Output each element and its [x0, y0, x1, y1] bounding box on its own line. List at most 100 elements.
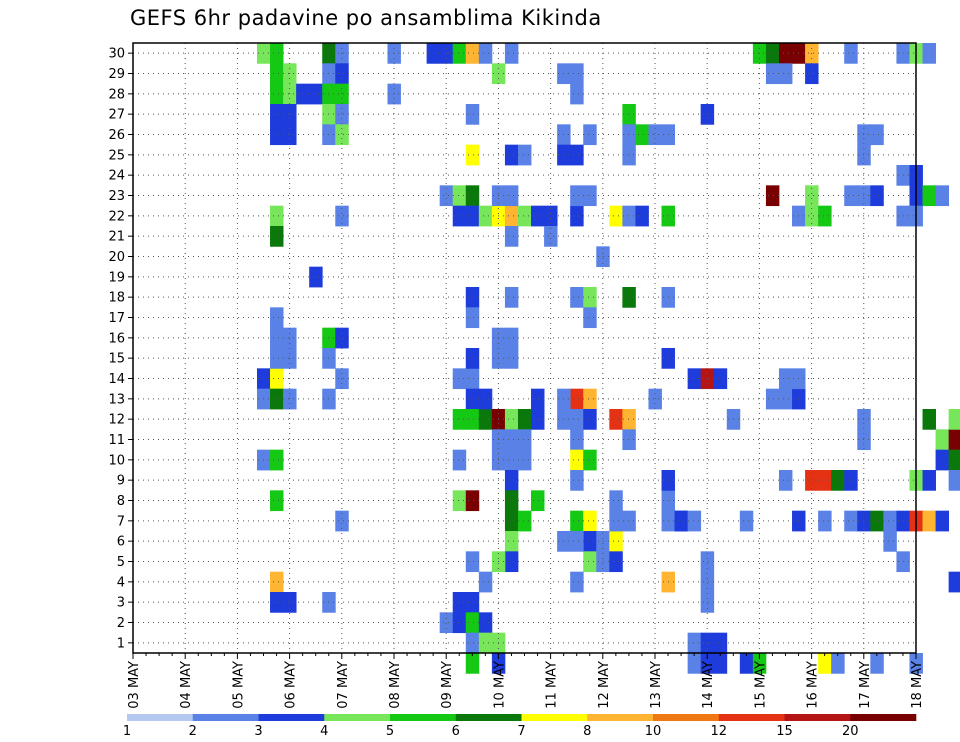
heatmap-cell — [570, 144, 584, 166]
heatmap-cell — [270, 43, 284, 64]
heatmap-cell — [818, 653, 832, 674]
x-tick-label: 09 MAY — [440, 661, 455, 709]
heatmap-cell — [857, 429, 871, 451]
heatmap-cell — [948, 429, 960, 451]
heatmap-cell — [270, 124, 284, 146]
heatmap-cell — [465, 307, 480, 329]
heatmap-cell — [270, 449, 284, 471]
heatmap-cell — [270, 307, 284, 329]
heatmap-cell — [465, 104, 480, 125]
x-tick-label: 12 MAY — [597, 661, 612, 709]
heatmap-cell — [935, 449, 950, 471]
colorbar: 1 2 3 4 5 6 7 8 10 12 15 20 — [123, 714, 917, 739]
heatmap-cell — [583, 185, 597, 207]
heatmap-cell — [504, 409, 519, 430]
heatmap-cell — [504, 490, 519, 512]
heatmap-cell — [648, 124, 662, 146]
heatmap-cell — [270, 83, 284, 105]
heatmap-cell — [778, 43, 793, 64]
x-axis: 03 MAY 04 MAY 05 MAY 06 MAY 07 MAY 08 MAY 09 M… — [127, 653, 925, 709]
heatmap-cell — [844, 185, 858, 207]
y-tick-label: 15 — [108, 352, 125, 367]
heatmap-cell — [818, 205, 832, 227]
heatmap-cell — [857, 185, 871, 207]
heatmap-cell — [844, 43, 858, 64]
heatmap-cell — [857, 409, 871, 430]
colorbar-segment — [653, 714, 720, 721]
heatmap-cell — [544, 226, 558, 247]
heatmap-cell — [452, 205, 467, 227]
heatmap-cell — [765, 185, 780, 207]
heatmap-cell — [609, 490, 623, 512]
heatmap-cell — [504, 327, 519, 349]
heatmap-cell — [870, 653, 884, 674]
heatmap-cell — [857, 144, 871, 166]
heatmap-cell — [778, 368, 793, 390]
x-tick-label: 06 MAY — [284, 661, 299, 709]
heatmap-cell — [609, 531, 623, 552]
heatmap-cell — [283, 83, 297, 105]
heatmap-cell — [583, 307, 597, 329]
heatmap-cell — [700, 104, 715, 125]
heatmap-cell — [504, 348, 519, 369]
heatmap-cell — [778, 470, 793, 491]
heatmap-cell — [478, 205, 493, 227]
heatmap-cell — [870, 124, 884, 146]
heatmap-cell — [883, 510, 897, 532]
heatmap-cell — [283, 124, 297, 146]
heatmap-cell — [270, 571, 284, 593]
heatmap-cell — [713, 653, 728, 674]
heatmap-cell — [922, 185, 936, 207]
heatmap-cell — [935, 185, 950, 207]
heatmap-cell — [609, 510, 623, 532]
heatmap-cell — [504, 287, 519, 308]
y-tick-label: 14 — [108, 372, 125, 387]
colorbar-label: 4 — [320, 724, 328, 739]
colorbar-segment — [455, 714, 522, 721]
x-tick-label: 05 MAY — [231, 661, 246, 709]
x-tick-label: 10 MAY — [492, 661, 507, 709]
heatmap-cell — [622, 409, 636, 430]
colorbar-segment — [718, 714, 785, 721]
heatmap-cell — [570, 409, 584, 430]
heatmap-cell — [844, 510, 858, 532]
x-tick-label: 18 MAY — [910, 661, 925, 709]
x-tick-label: 03 MAY — [127, 661, 142, 709]
heatmap-cell — [765, 63, 780, 85]
heatmap-cell — [452, 612, 467, 634]
colorbar-label: 10 — [645, 724, 662, 739]
y-tick-label: 1 — [117, 636, 125, 651]
heatmap-cell — [283, 592, 297, 613]
heatmap-cell — [922, 510, 936, 532]
heatmap-cell — [583, 409, 597, 430]
heatmap-cell — [687, 653, 702, 674]
y-tick-label: 27 — [108, 108, 125, 123]
heatmap-cell — [622, 429, 636, 451]
heatmap-cell — [465, 205, 480, 227]
heatmap-cell — [622, 104, 636, 125]
heatmap-cell — [570, 287, 584, 308]
heatmap-cell — [622, 144, 636, 166]
heatmap-cell — [465, 348, 480, 369]
heatmap-cell — [883, 531, 897, 552]
heatmap-cell — [309, 83, 323, 105]
y-tick-label: 9 — [117, 474, 125, 489]
heatmap-cell — [452, 185, 467, 207]
heatmap-cell — [270, 368, 284, 390]
heatmap-cell — [570, 185, 584, 207]
heatmap-cell — [531, 409, 545, 430]
heatmap-cell — [609, 205, 623, 227]
heatmap-cell — [452, 490, 467, 512]
x-tick-label: 15 MAY — [753, 661, 768, 709]
heatmap-cell — [674, 510, 689, 532]
heatmap-cell — [831, 470, 845, 491]
colorbar-label: 1 — [123, 724, 131, 739]
heatmap-cell — [583, 551, 597, 573]
heatmap-cell — [948, 449, 960, 471]
heatmap-cell — [570, 205, 584, 227]
x-tick-label: 04 MAY — [179, 661, 194, 709]
heatmap-cell — [465, 287, 480, 308]
heatmap-cell — [478, 612, 493, 634]
heatmap-cell — [335, 83, 349, 105]
y-tick-label: 3 — [117, 596, 125, 611]
